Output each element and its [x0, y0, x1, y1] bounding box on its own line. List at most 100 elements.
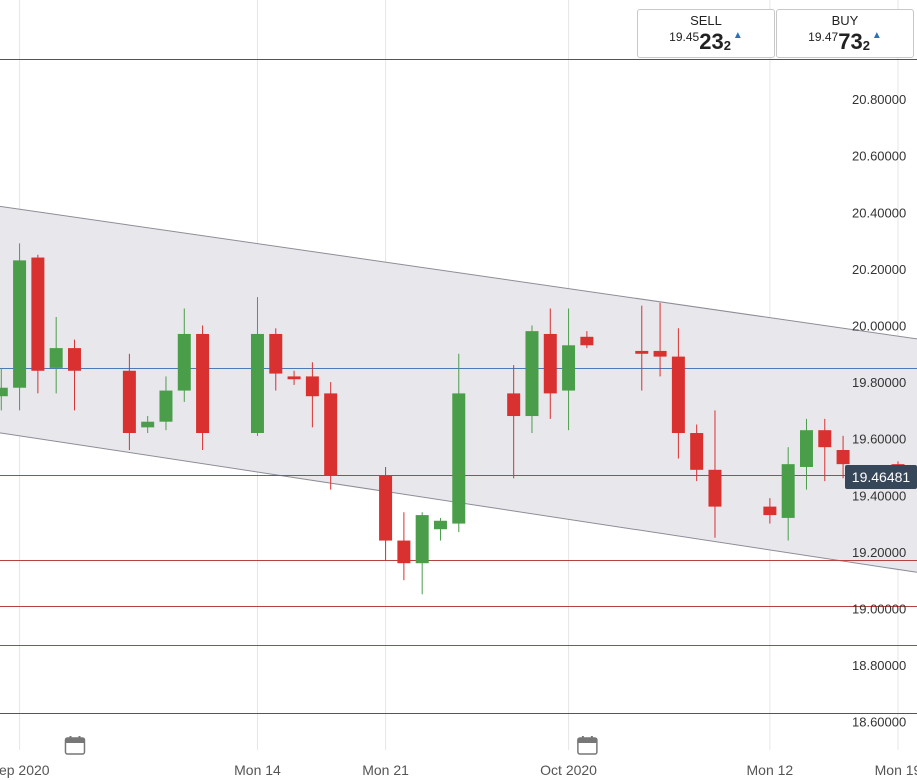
candle-up	[159, 376, 173, 431]
sell-label: SELL	[690, 13, 722, 28]
candle-body	[671, 356, 685, 434]
candle-down	[635, 305, 649, 391]
candle-body	[763, 506, 777, 516]
candle-body	[781, 464, 795, 518]
price-tick-label: 18.60000	[852, 715, 906, 730]
candle-up	[49, 316, 63, 394]
candle-body	[653, 350, 667, 357]
candle-body	[379, 475, 393, 541]
candle-down	[196, 325, 210, 450]
candle-body	[0, 387, 8, 397]
time-tick-label: Mon 14	[234, 762, 281, 778]
candle-body	[525, 331, 539, 417]
candle-body	[159, 390, 173, 422]
buy-price-big: 73	[838, 29, 863, 54]
price-tick-label: 19.20000	[852, 545, 906, 560]
candle-up	[452, 353, 466, 533]
price-tick-label: 20.00000	[852, 318, 906, 333]
candle-up	[0, 367, 8, 411]
candle-body	[250, 333, 264, 434]
candle-down	[836, 435, 850, 479]
sell-button[interactable]: SELL 19.45 23 2 ▲	[637, 9, 775, 58]
buy-label: BUY	[831, 13, 859, 28]
price-tick-label: 19.60000	[852, 432, 906, 447]
calendar-icon[interactable]	[577, 736, 598, 755]
candle-down	[690, 424, 704, 482]
sell-price-big: 23	[699, 29, 724, 54]
calendar-icon-header	[577, 738, 597, 743]
candle-down	[507, 365, 521, 479]
price-tick-label: 19.80000	[852, 375, 906, 390]
candle-up	[562, 308, 576, 431]
up-arrow-icon: ▲	[732, 30, 743, 41]
candle-down	[379, 466, 393, 561]
sell-price-pip: 2	[723, 38, 731, 53]
time-tick-label: Mon 12	[747, 762, 794, 778]
current-price-badge-bg	[845, 464, 917, 489]
price-tick-label: 20.20000	[852, 262, 906, 277]
candle-down	[324, 382, 338, 490]
candle-up	[141, 416, 155, 434]
candle-body	[196, 333, 210, 434]
candle-body	[415, 515, 429, 564]
buy-price-prefix: 19.47	[808, 30, 839, 44]
candle-up	[13, 243, 27, 411]
candle-body	[562, 345, 576, 391]
price-tick-label: 18.80000	[852, 658, 906, 673]
candle-body	[543, 333, 557, 394]
price-tick-label: 20.40000	[852, 205, 906, 220]
candle-body	[122, 370, 136, 434]
sell-price: 19.45 23 2 ▲	[669, 30, 743, 53]
candle-body	[708, 469, 722, 507]
calendar-icon[interactable]	[64, 736, 86, 755]
horizontal-levels[interactable]	[0, 59, 917, 714]
price-axis[interactable]: 18.60000 18.80000 19.00000 19.20000 19.40000…	[852, 92, 906, 730]
candle-up	[415, 512, 429, 595]
candle-up	[781, 447, 795, 541]
time-tick-label: Sep 2020	[0, 762, 50, 778]
current-price-label: 19.46481	[852, 469, 911, 485]
price-tick-label: 20.60000	[852, 149, 906, 164]
up-arrow-icon: ▲	[871, 30, 882, 41]
candle-down	[31, 254, 45, 394]
candle-up	[177, 308, 191, 402]
candles	[0, 243, 905, 595]
buy-price-pip: 2	[862, 38, 870, 53]
candle-body	[31, 257, 45, 371]
candle-down	[818, 418, 832, 482]
price-tick-label: 19.00000	[852, 601, 906, 616]
candle-body	[507, 393, 521, 417]
candle-body	[635, 350, 649, 354]
candle-up	[250, 297, 264, 436]
candle-body	[287, 376, 301, 380]
time-tick-label: Mon 19	[875, 762, 917, 778]
candle-up	[433, 517, 447, 541]
candle-body	[67, 348, 81, 371]
candle-down	[287, 370, 301, 385]
candle-down	[580, 331, 594, 349]
candle-body	[836, 450, 850, 465]
candle-body	[580, 336, 594, 346]
current-price-badge: 19.46481	[845, 464, 917, 489]
candle-up	[799, 418, 813, 490]
candle-down	[708, 410, 722, 538]
candle-body	[305, 376, 319, 397]
sell-price-prefix: 19.45	[669, 30, 700, 44]
candle-down	[763, 498, 777, 524]
candle-body	[690, 433, 704, 470]
channel-upper-line[interactable]	[0, 205, 917, 340]
candle-up	[525, 325, 539, 434]
candle-body	[433, 520, 447, 530]
candle-body	[49, 348, 63, 368]
candle-down	[653, 302, 667, 377]
candle-body	[452, 393, 466, 524]
candle-body	[799, 430, 813, 467]
candle-down	[67, 339, 81, 411]
buy-button[interactable]: BUY 19.47 73 2 ▲	[776, 9, 914, 58]
calendar-icon-header	[65, 738, 85, 743]
candle-body	[397, 540, 411, 564]
candle-body	[13, 260, 27, 388]
time-axis[interactable]: Sep 2020 Mon 14 Mon 21 Oct 2020 Mon 12 Mon 19	[0, 736, 917, 778]
candle-down	[269, 328, 283, 391]
